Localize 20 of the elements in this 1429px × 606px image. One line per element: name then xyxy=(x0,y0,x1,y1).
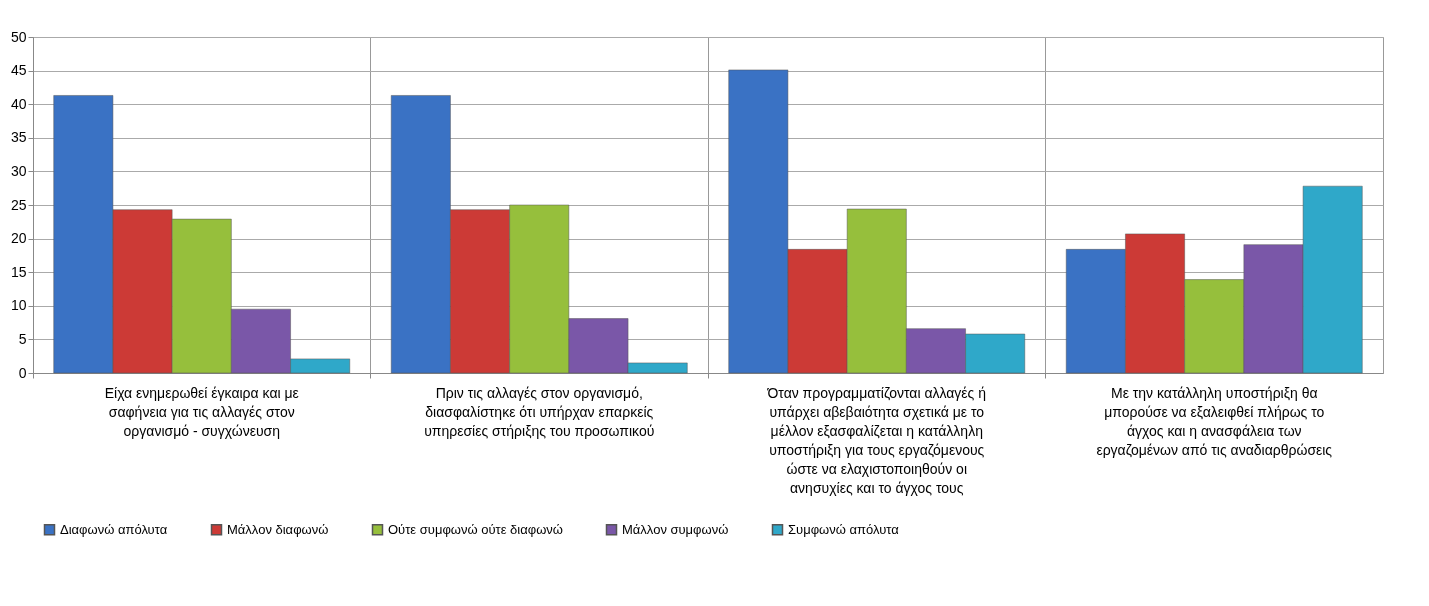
legend-label: Μάλλον συμφωνώ xyxy=(622,521,729,537)
y-tick-label: 25 xyxy=(10,196,27,213)
y-tick-label: 50 xyxy=(10,28,27,45)
legend-label: Συμφωνώ απόλυτα xyxy=(788,521,900,537)
x-tick-label: Όταν προγραμματίζονται αλλαγές ή υπάρχει αβεβαιότητα σχετικά με το μέλλον εξασφαλίζεται η κατάλληλη υποστήριξη για τους εργαζόμενους ώστε να ελαχιστοποιηθούν οι ανησυχίες και το άγχος τους xyxy=(766,384,987,496)
y-tick-label: 20 xyxy=(10,230,27,247)
y-tick-label: 15 xyxy=(10,263,27,280)
y-tick-label: 40 xyxy=(10,95,27,112)
y-tick-label: 10 xyxy=(10,297,27,314)
legend-label: Ούτε συμφωνώ ούτε διαφωνώ xyxy=(388,521,563,537)
x-tick-label: Με την κατάλληλη υποστήριξη θα μπορούσε να εξαλειφθεί πλήρως το άγχος και η ανασφάλεια των εργαζομένων από τις αναδιαρθρώσεις xyxy=(1096,384,1333,458)
y-tick-label: 35 xyxy=(10,129,27,146)
y-tick-label: 0 xyxy=(18,364,27,381)
y-tick-label: 30 xyxy=(10,162,27,179)
y-tick-label: 45 xyxy=(10,62,27,79)
x-tick-label: Είχα ενημερωθεί έγκαιρα και με σαφήνεια για τις αλλαγές στον οργανισμό - συγχώνευση xyxy=(104,384,299,439)
legend-label: Μάλλον διαφωνώ xyxy=(227,521,329,537)
y-tick-label: 5 xyxy=(18,330,27,347)
legend-label: Διαφωνώ απόλυτα xyxy=(60,521,168,537)
x-tick-label: Πριν τις αλλαγές στον οργανισμό, διασφαλίστηκε ότι υπήρχαν επαρκείς υπηρεσίες στήριξης του προσωπικού xyxy=(424,384,655,439)
